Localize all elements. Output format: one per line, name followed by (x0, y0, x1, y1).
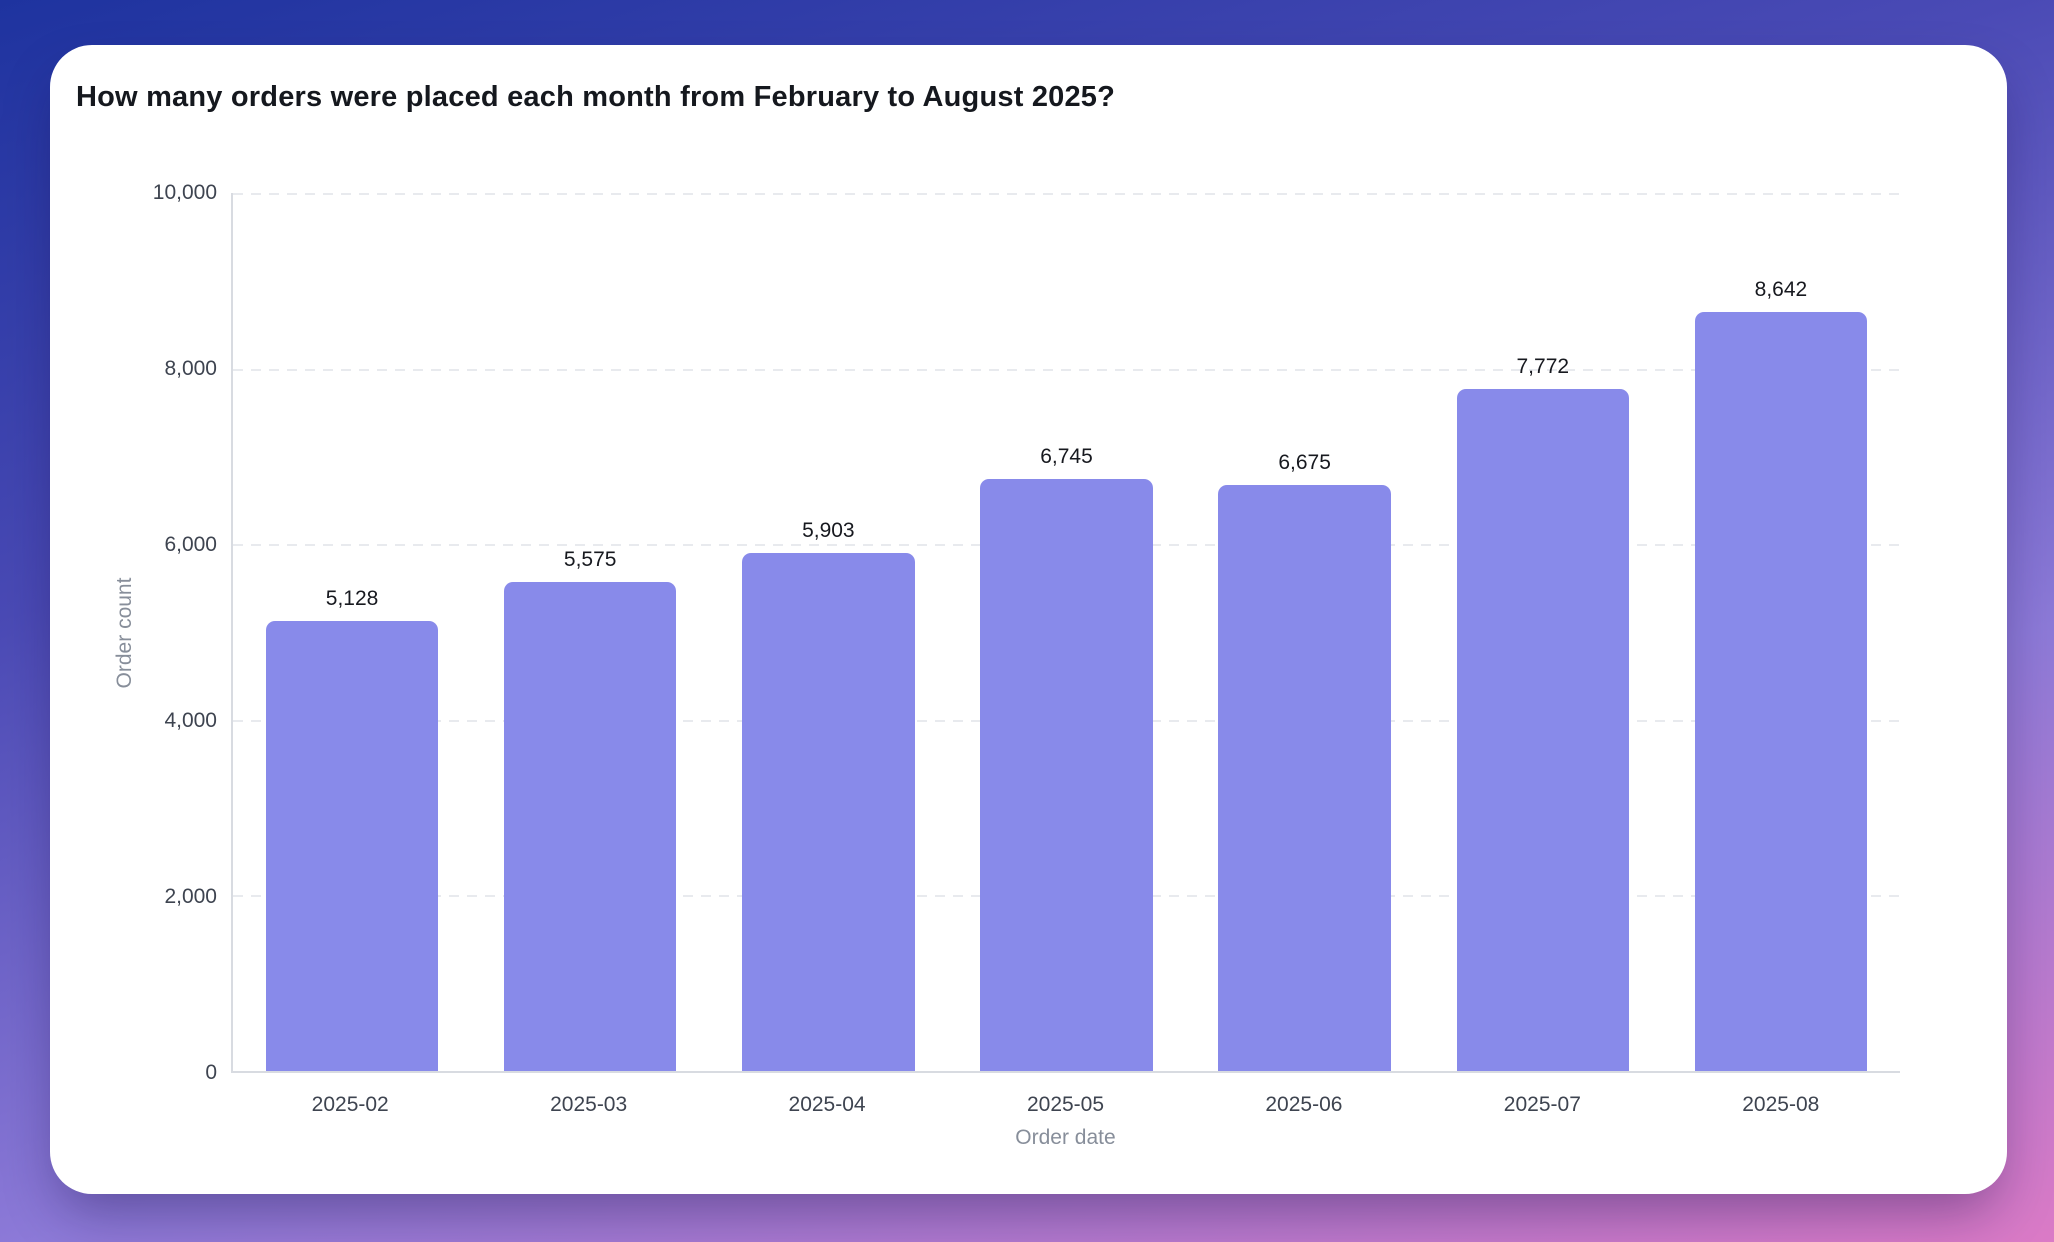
x-axis-tick-label: 2025-03 (550, 1093, 628, 1116)
x-axis-tick-label: 2025-05 (1026, 1093, 1105, 1116)
y-axis-tick-label: 6,000 (164, 533, 217, 556)
x-axis-tick-label: 2025-08 (1742, 1093, 1820, 1116)
bar-2025-08[interactable] (1694, 312, 1868, 1071)
bar-value-label: 7,772 (1516, 354, 1570, 378)
x-axis-tick-label: 2025-07 (1503, 1093, 1581, 1116)
gridline-8000 (233, 368, 1900, 371)
x-axis: 2025-02 2025-03 2025-04 2025-05 2025-06 2025-… (231, 1089, 1900, 1121)
x-axis-tick-label: 2025-04 (788, 1093, 866, 1116)
bar-value-label: 6,745 (1040, 444, 1093, 468)
y-axis: 0 2,000 4,000 6,000 8,000 10,000 (50, 181, 217, 1084)
bar-2025-06[interactable] (1218, 484, 1391, 1071)
y-axis-tick-label: 10,000 (152, 181, 217, 204)
bar-value-label: 8,642 (1754, 278, 1808, 302)
bar-value-label: 5,575 (563, 547, 617, 571)
y-axis-tick-label: 4,000 (164, 709, 217, 732)
bar-2025-04[interactable] (742, 552, 915, 1071)
x-axis-tick-label: 2025-02 (311, 1093, 389, 1116)
x-axis-title: Order date (1015, 1126, 1116, 1149)
chart-card: How many orders were placed each month f… (50, 45, 2007, 1194)
plot-area: 5,128 5,575 5,903 6,745 6,675 7,772 8,642 (231, 193, 1900, 1073)
bar-value-label: 5,903 (802, 518, 855, 542)
bar-2025-02[interactable] (265, 620, 439, 1071)
bar-value-label: 6,675 (1278, 450, 1331, 474)
bar-2025-05[interactable] (980, 478, 1153, 1071)
bar-2025-03[interactable] (504, 581, 677, 1071)
bar-2025-07[interactable] (1456, 388, 1629, 1071)
gridline-10000 (233, 193, 1900, 195)
y-axis-tick-label: 0 (205, 1061, 217, 1084)
chart-title: How many orders were placed each month f… (76, 81, 1116, 113)
y-axis-tick-label: 2,000 (164, 885, 217, 908)
y-axis-tick-label: 8,000 (164, 357, 217, 380)
x-axis-tick-label: 2025-06 (1265, 1093, 1343, 1116)
bar-value-label: 5,128 (325, 586, 379, 610)
